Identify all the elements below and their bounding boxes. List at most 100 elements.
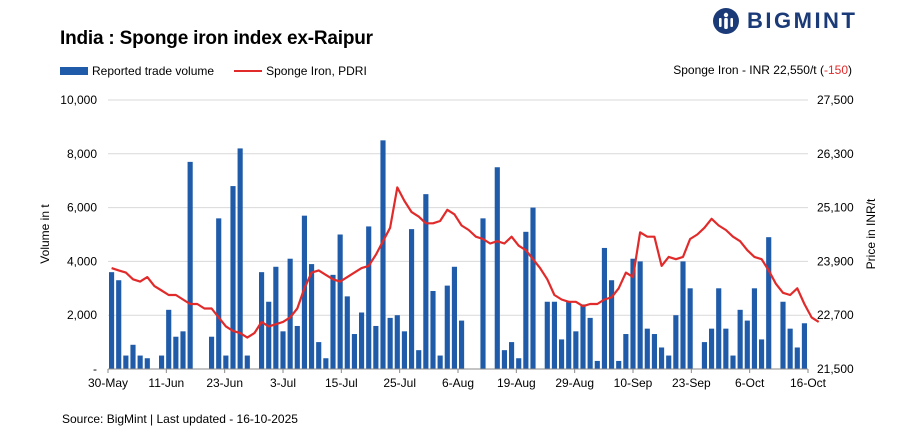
headline-close: ) [848, 63, 852, 77]
right-tick-label: 23,900 [817, 254, 854, 268]
volume-bar [594, 360, 600, 369]
x-tick-label: 23-Jun [206, 376, 243, 390]
x-tick-label: 15-Jul [325, 376, 358, 390]
volume-bar [501, 350, 507, 369]
volume-bar [159, 355, 165, 369]
volume-bar [794, 347, 800, 369]
right-tick-label: 27,500 [817, 93, 854, 107]
x-tick-label: 30-May [88, 376, 128, 390]
x-tick-label: 11-Jun [148, 376, 184, 390]
volume-bar [344, 296, 350, 369]
brand-name: BIGMINT [747, 8, 858, 33]
volume-bar [223, 355, 229, 369]
volume-bar [416, 350, 422, 369]
volume-bar [273, 266, 279, 369]
volume-bar [373, 325, 379, 369]
volume-bar [323, 358, 329, 369]
volume-bar [744, 320, 750, 369]
volume-bar [787, 328, 793, 369]
right-tick-label: 22,700 [817, 308, 854, 322]
volume-bar [137, 355, 143, 369]
x-tick-label: 6-Oct [735, 376, 765, 390]
volume-bar [173, 336, 179, 369]
volume-bar [180, 331, 186, 369]
legend-bar-label: Reported trade volume [92, 64, 215, 78]
volume-bar [280, 331, 286, 369]
x-axis-ticks: 30-May 11-Jun 23-Jun 3-Jul 15-Jul 25-Jul 6-Aug… [88, 369, 827, 390]
left-tick-label: 8,000 [67, 147, 97, 161]
volume-bar [616, 360, 622, 369]
volume-bar [544, 301, 550, 369]
volume-bar [573, 331, 579, 369]
headline-change: -150 [823, 63, 848, 77]
x-tick-label: 10-Sep [614, 376, 653, 390]
volume-bar [359, 312, 365, 369]
volume-bar [451, 266, 457, 369]
volume-bar [687, 288, 693, 369]
volume-bar [644, 328, 650, 369]
volume-bar [309, 264, 315, 369]
volume-bar [723, 328, 729, 369]
volume-bar [459, 320, 465, 369]
volume-bar [759, 339, 765, 369]
volume-bar [637, 261, 643, 369]
volume-bar [301, 215, 307, 369]
gridlines [108, 99, 808, 316]
headline-label: Sponge Iron - INR 22,550/t ( [673, 63, 824, 77]
volume-bar [730, 355, 736, 369]
volume-bar [123, 355, 129, 369]
volume-bar [116, 280, 122, 369]
volume-bar [380, 140, 386, 369]
chart-title: India : Sponge iron index ex-Raipur [60, 28, 373, 49]
volume-bar [709, 328, 715, 369]
volume-bar [401, 331, 407, 369]
volume-bar [766, 237, 772, 369]
x-tick-label: 23-Sep [672, 376, 711, 390]
volume-bar [609, 280, 615, 369]
volume-bar [209, 336, 215, 369]
volume-bar [337, 234, 343, 369]
volume-bar [559, 339, 565, 369]
right-tick-label: 26,300 [817, 147, 854, 161]
volume-bar [623, 334, 629, 369]
volume-bar [387, 317, 393, 369]
price-line [111, 186, 820, 339]
left-tick-label: - [93, 362, 97, 376]
headline-price: Sponge Iron - INR 22,550/t (-150) [673, 63, 852, 77]
right-axis-title: Price in INR/t [864, 198, 878, 269]
volume-bar [494, 167, 500, 369]
volume-bar [601, 247, 607, 369]
volume-bar [659, 347, 665, 369]
left-tick-label: 10,000 [60, 93, 97, 107]
volume-bar [230, 186, 236, 369]
volume-bar [666, 355, 672, 369]
volume-bar [580, 304, 586, 369]
volume-bar [423, 194, 429, 369]
volume-bar [237, 148, 243, 369]
volume-bar [680, 261, 686, 369]
left-axis-ticks: - 2,000 4,000 6,000 8,000 10,000 [60, 93, 97, 376]
x-tick-label: 19-Aug [497, 376, 536, 390]
left-axis-title: Volume in t [38, 204, 52, 264]
source-note: Source: BigMint | Last updated - 16-10-2… [62, 412, 298, 426]
volume-bar [551, 301, 557, 369]
left-tick-label: 4,000 [67, 254, 97, 268]
volume-bar [701, 342, 707, 369]
volume-bar [587, 317, 593, 369]
volume-bar [366, 226, 372, 369]
volume-bar [673, 315, 679, 369]
volume-bar [480, 218, 486, 369]
volume-bar [330, 274, 336, 369]
volume-bar [716, 288, 722, 369]
volume-bar [444, 285, 450, 369]
volume-bar [266, 301, 272, 369]
volume-bar [780, 301, 786, 369]
legend: Reported trade volume Sponge Iron, PDRI [60, 64, 367, 78]
x-tick-label: 3-Jul [270, 376, 296, 390]
legend-line-swatch [234, 70, 263, 72]
left-tick-label: 2,000 [67, 308, 97, 322]
right-axis-ticks: 21,500 22,700 23,900 25,100 26,300 27,500 [817, 93, 854, 376]
right-tick-label: 25,100 [817, 201, 854, 215]
legend-line-label: Sponge Iron, PDRI [266, 64, 367, 78]
volume-bar [216, 218, 222, 369]
